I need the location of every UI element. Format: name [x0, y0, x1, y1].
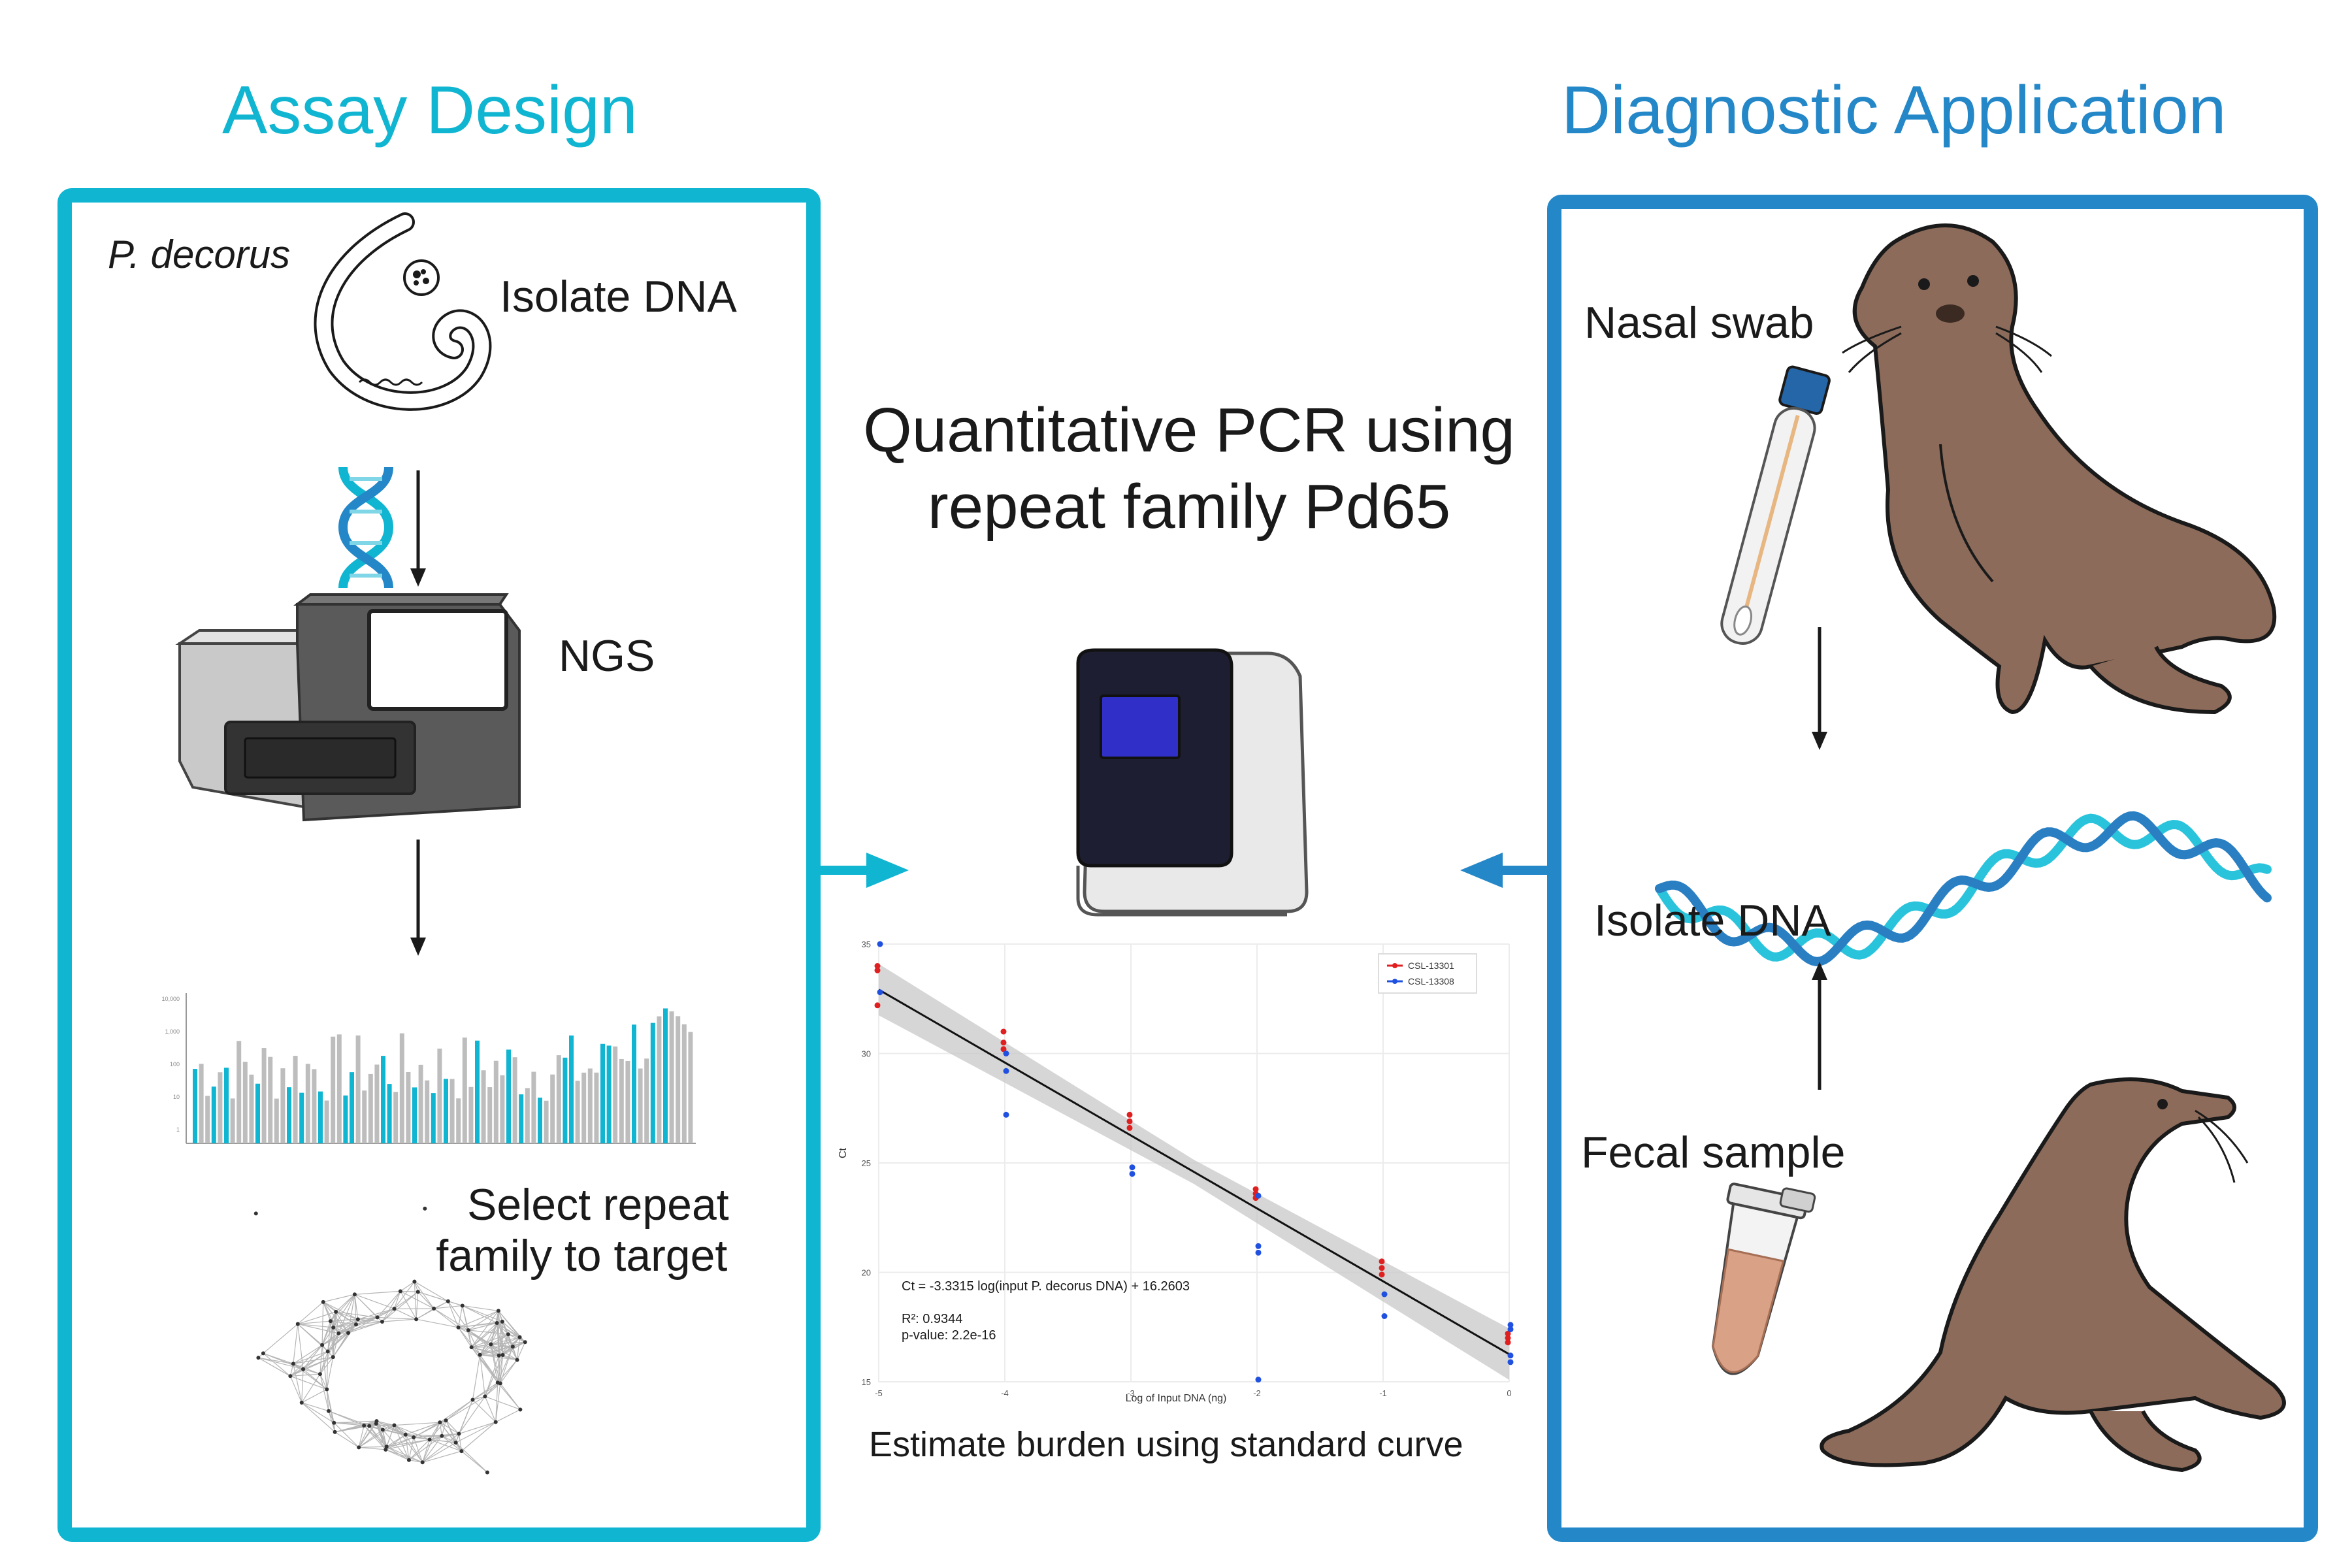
chart-legend: CSL-13301 CSL-13308 [1378, 953, 1477, 994]
y-tick-label: 15 [862, 1377, 871, 1387]
data-point-csl-13301 [1379, 1271, 1385, 1278]
data-point-csl-13308 [1129, 1171, 1135, 1177]
isolate-dna-label-assay: Isolate DNA [500, 272, 737, 321]
chart-equation: Ct = -3.3315 log(input P. decorus DNA) +… [902, 1279, 1190, 1294]
x-tick-label: -1 [1379, 1388, 1387, 1398]
data-point-csl-13308 [1255, 1243, 1262, 1249]
assay-design-heading: Assay Design [222, 73, 638, 148]
svg-text:10,000: 10,000 [161, 996, 180, 1002]
legend-series-1: CSL-13301 [1408, 960, 1454, 971]
sea-lion-bottom-icon [1820, 1077, 2286, 1473]
chart-xlabel: Log of Input DNA (ng) [1126, 1393, 1227, 1404]
data-point-csl-13308 [1003, 1111, 1009, 1118]
center-title-line2: repeat family Pd65 [927, 472, 1451, 542]
svg-text:100: 100 [170, 1061, 180, 1068]
data-point-csl-13308 [877, 941, 883, 947]
data-point-csl-13301 [874, 967, 881, 973]
worm-icon [314, 212, 492, 411]
data-point-csl-13301 [1000, 1028, 1007, 1035]
data-point-csl-13301 [1505, 1339, 1511, 1346]
y-tick-label: 25 [862, 1158, 871, 1168]
data-point-csl-13301 [1505, 1335, 1511, 1341]
x-tick-label: 0 [1507, 1388, 1511, 1398]
arrow-swab-to-dna [1812, 627, 1827, 750]
data-point-csl-13308 [1129, 1164, 1135, 1171]
y-tick-label: 30 [862, 1049, 871, 1059]
select-repeat-label: Select repeat family to target [436, 1179, 729, 1281]
data-point-csl-13308 [1507, 1352, 1514, 1359]
select-repeat-line2: family to target [436, 1231, 728, 1281]
network-graph-icon [253, 1206, 527, 1475]
data-point-csl-13308 [1255, 1377, 1262, 1383]
x-tick-label: -2 [1253, 1388, 1261, 1398]
x-tick-label: -5 [875, 1388, 883, 1398]
sea-lion-icon [1842, 223, 2277, 715]
diagnostic-application-panel [1547, 195, 2318, 1542]
data-point-csl-13301 [1252, 1186, 1259, 1192]
nasal-swab-label: Nasal swab [1584, 298, 1814, 348]
data-point-csl-13308 [1381, 1313, 1388, 1319]
fecal-sample-label: Fecal sample [1581, 1128, 1846, 1177]
data-point-csl-13308 [1381, 1291, 1388, 1298]
diagnostic-application-heading: Diagnostic Application [1561, 73, 2227, 148]
data-point-csl-13301 [1379, 1258, 1385, 1265]
svg-text:1,000: 1,000 [165, 1028, 180, 1035]
svg-text:10: 10 [173, 1094, 180, 1100]
arrow-to-barchart [410, 840, 426, 956]
arrow-assay-to-qpcr [821, 853, 909, 888]
data-point-csl-13308 [1255, 1249, 1262, 1256]
fecal-tube-icon [1712, 1183, 1816, 1375]
data-point-csl-13301 [1126, 1111, 1133, 1118]
center-caption: Estimate burden using standard curve [869, 1425, 1463, 1464]
data-point-csl-13301 [1379, 1265, 1385, 1271]
chart-p-value: p-value: 2.2e-16 [902, 1328, 996, 1343]
qpcr-machine-icon [1076, 648, 1309, 917]
center-title-line1: Quantitative PCR using [863, 395, 1515, 465]
arrow-diagnostic-to-qpcr [1460, 853, 1548, 888]
swab-tube-icon [1720, 365, 1831, 645]
data-point-csl-13308 [1507, 1322, 1514, 1328]
bar-chart-icon: 10,000 1,000 100 10 1 [161, 993, 696, 1144]
y-tick-label: 35 [862, 939, 871, 949]
data-point-csl-13308 [877, 989, 883, 996]
x-tick-label: -4 [1001, 1388, 1009, 1398]
data-point-csl-13308 [1003, 1068, 1009, 1074]
isolate-dna-label-diagnostic: Isolate DNA [1594, 896, 1831, 945]
data-point-csl-13301 [1000, 1046, 1007, 1053]
data-point-csl-13301 [1126, 1124, 1133, 1131]
center-title: Quantitative PCR using repeat family Pd6… [758, 392, 1620, 545]
svg-text:1: 1 [176, 1126, 180, 1133]
arrow-to-ngs [410, 470, 426, 587]
regression-line [878, 988, 1510, 1356]
y-tick-label: 20 [862, 1268, 871, 1278]
data-point-csl-13301 [1000, 1039, 1007, 1046]
data-point-csl-13308 [1507, 1326, 1514, 1333]
select-repeat-line1: Select repeat [467, 1180, 729, 1230]
data-point-csl-13308 [1255, 1192, 1262, 1199]
sequencer-icon [175, 593, 521, 822]
arrow-fecal-to-dna [1812, 962, 1827, 1090]
assay-design-panel [57, 188, 821, 1542]
chart-ylabel: Ct [838, 1147, 849, 1158]
data-point-csl-13301 [874, 1002, 881, 1009]
dna-strand-icon [1655, 811, 2272, 966]
x-tick-label: -3 [1127, 1388, 1135, 1398]
ngs-label: NGS [559, 631, 655, 681]
chart-r-squared: R²: 0.9344 [902, 1312, 962, 1326]
species-label: P. decorus [108, 233, 291, 276]
standard-curve-chart: -5 -4 -3 -2 -1 0 15 20 25 30 35 Ct Log of Input DN… [830, 921, 1526, 1418]
dna-helix-icon [338, 466, 394, 589]
data-point-csl-13301 [874, 963, 881, 969]
data-point-csl-13308 [1003, 1051, 1009, 1056]
data-point-csl-13301 [1505, 1330, 1511, 1337]
data-point-csl-13308 [1507, 1359, 1514, 1365]
data-point-csl-13301 [1126, 1118, 1133, 1124]
legend-series-2: CSL-13308 [1408, 976, 1454, 987]
